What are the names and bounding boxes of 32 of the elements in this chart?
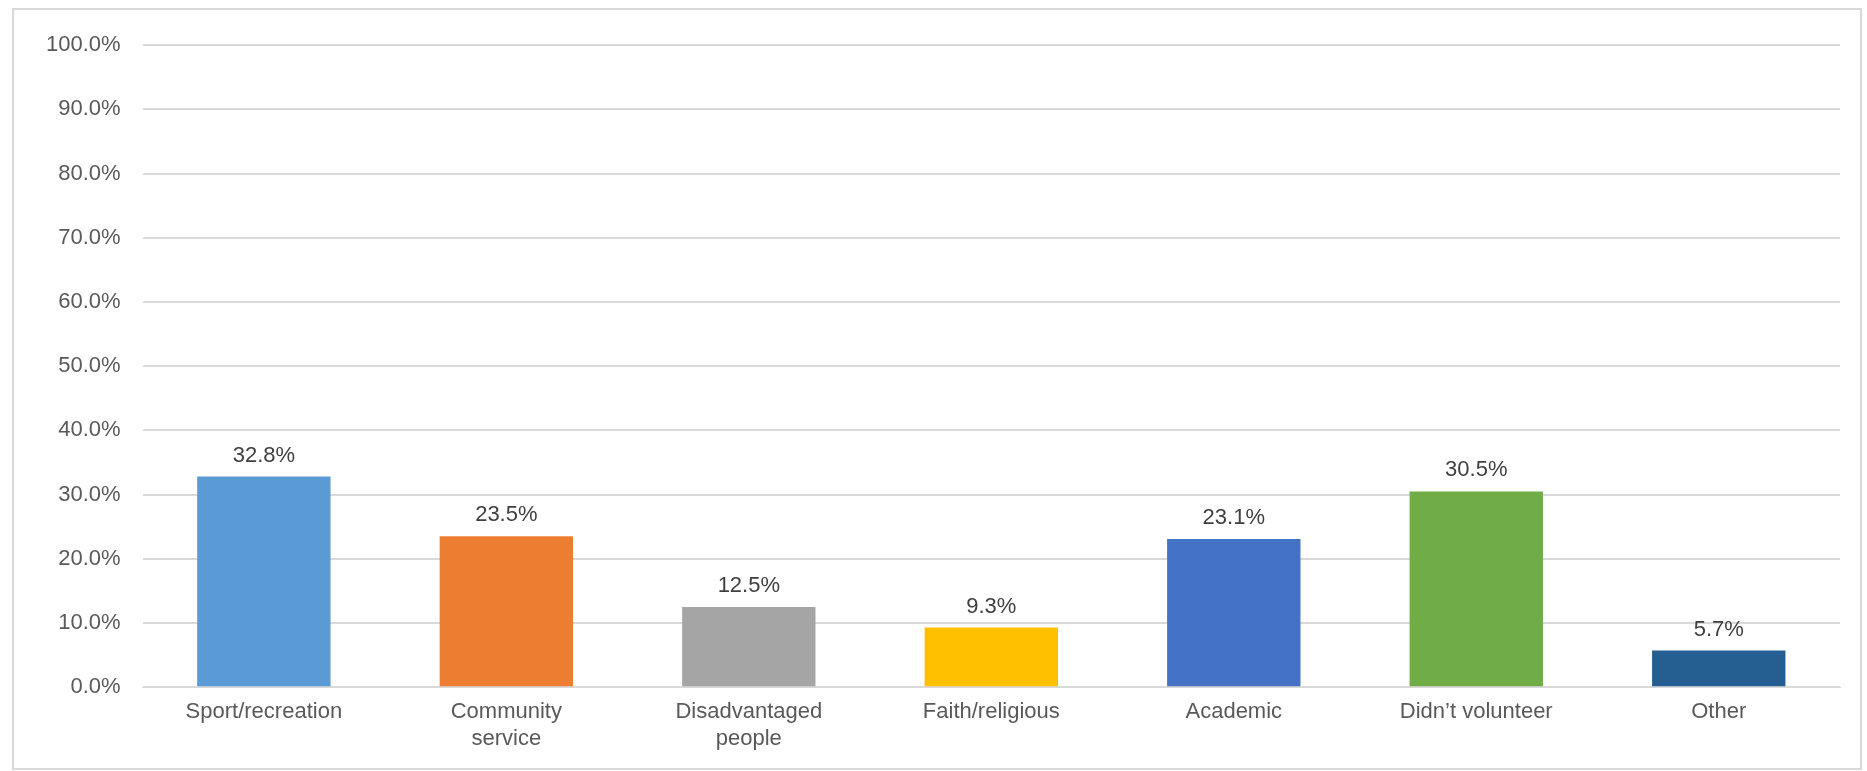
y-tick-label: 100.0% [45, 31, 121, 57]
x-tick-label: Other [1691, 698, 1747, 724]
y-tick-label: 30.0% [58, 480, 121, 506]
x-tick-label: Disadvantaged people [675, 698, 823, 750]
x-tick-label: Community service [450, 698, 562, 750]
y-tick-label: 70.0% [58, 223, 121, 249]
data-label: 23.5% [475, 501, 538, 527]
x-tick-label: Academic [1185, 698, 1283, 724]
data-label: 9.3% [966, 592, 1017, 618]
bar [682, 606, 816, 687]
bar [439, 536, 574, 687]
y-tick-label: 10.0% [58, 609, 121, 635]
bar [197, 476, 331, 687]
y-tick-label: 80.0% [58, 159, 121, 185]
y-tick-label: 60.0% [58, 288, 121, 314]
data-label: 30.5% [1445, 456, 1508, 482]
x-tick-label: Sport/recreation [185, 698, 343, 724]
data-label: 12.5% [717, 572, 781, 598]
bar [1409, 491, 1543, 687]
x-tick-label: Didn’t volunteer [1399, 698, 1553, 724]
x-tick-label: Faith/religious [922, 698, 1060, 724]
y-tick-label: 20.0% [58, 544, 121, 570]
data-label: 5.7% [1693, 615, 1744, 641]
data-label: 32.8% [232, 441, 296, 467]
y-tick-label: 50.0% [58, 352, 121, 378]
bar [924, 627, 1058, 687]
y-tick-label: 40.0% [58, 416, 121, 442]
bar [1167, 538, 1301, 687]
y-tick-label: 0.0% [70, 673, 121, 699]
data-label: 23.1% [1202, 503, 1265, 529]
y-tick-label: 90.0% [58, 95, 121, 121]
bar [1652, 650, 1786, 687]
